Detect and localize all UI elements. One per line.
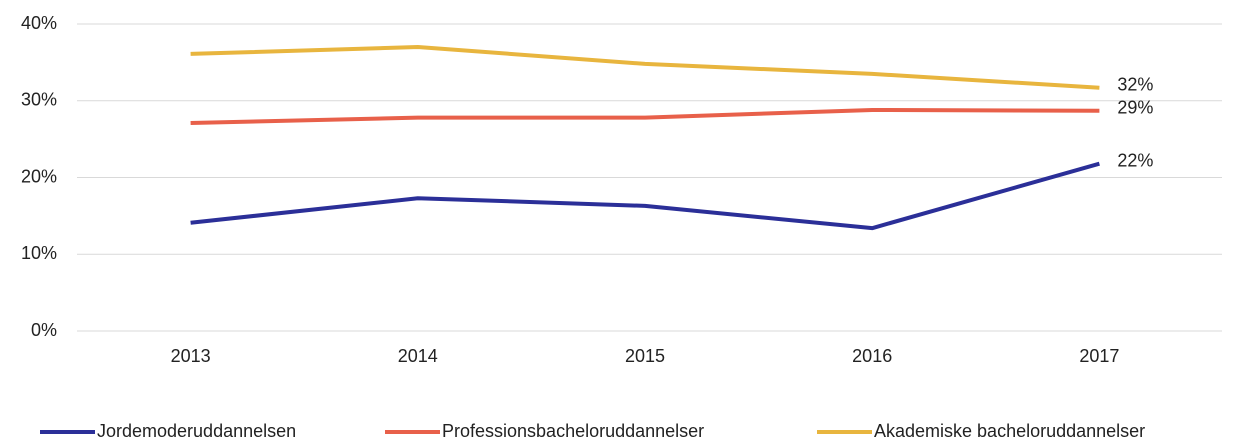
y-tick-label: 10% xyxy=(21,243,57,263)
x-tick-label: 2013 xyxy=(171,346,211,366)
legend-label: Professionsbacheloruddannelser xyxy=(442,421,704,440)
x-tick-label: 2015 xyxy=(625,346,665,366)
y-tick-label: 40% xyxy=(21,13,57,33)
series-line xyxy=(190,45,1100,90)
value-label: 22% xyxy=(1117,150,1153,170)
legend-label: Jordemoderuddannelsen xyxy=(97,421,296,440)
y-tick-label: 30% xyxy=(21,90,57,110)
series-line xyxy=(190,107,1100,126)
y-tick-label: 20% xyxy=(21,166,57,186)
x-tick-label: 2014 xyxy=(398,346,438,366)
value-label: 32% xyxy=(1117,74,1153,94)
legend-label: Akademiske bacheloruddannelser xyxy=(874,421,1145,440)
x-tick-label: 2016 xyxy=(852,346,892,366)
y-tick-label: 0% xyxy=(31,320,57,340)
series-line xyxy=(190,161,1100,231)
x-tick-label: 2017 xyxy=(1079,346,1119,366)
value-label: 29% xyxy=(1117,97,1153,117)
